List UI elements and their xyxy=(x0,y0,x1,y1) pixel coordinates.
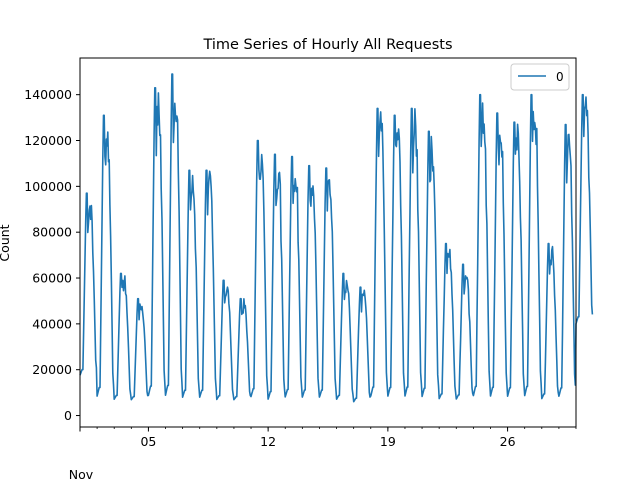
y-tick-label: 40000 xyxy=(32,316,72,331)
y-tick-label: 140000 xyxy=(24,87,72,102)
y-tick-label: 80000 xyxy=(32,225,72,240)
chart-title: Time Series of Hourly All Requests xyxy=(202,37,452,53)
legend: 0 xyxy=(510,63,570,91)
y-tick-label: 100000 xyxy=(24,179,72,194)
x-tick-label: 19 xyxy=(380,434,396,449)
y-axis-label: Count xyxy=(0,224,12,261)
series-layer xyxy=(79,73,594,403)
x-tick-label: 12 xyxy=(260,434,276,449)
plot-frame xyxy=(79,57,577,428)
y-ticks: 0 20000 40000 60000 80000 100000 120000 140000 xyxy=(24,87,80,423)
y-tick-label: 120000 xyxy=(24,133,72,148)
series-line-0 xyxy=(79,73,594,403)
x-tick-label: 05 xyxy=(140,434,156,449)
y-tick-label: 60000 xyxy=(32,271,72,286)
y-tick-label: 20000 xyxy=(32,362,72,377)
legend-box xyxy=(510,63,570,91)
legend-label: 0 xyxy=(556,70,564,84)
x-ticks: 05 12 19 26 xyxy=(79,427,577,449)
x-secondary-label: Nov xyxy=(69,467,94,480)
x-tick-label: 26 xyxy=(500,434,516,449)
y-tick-label: 0 xyxy=(64,408,72,423)
